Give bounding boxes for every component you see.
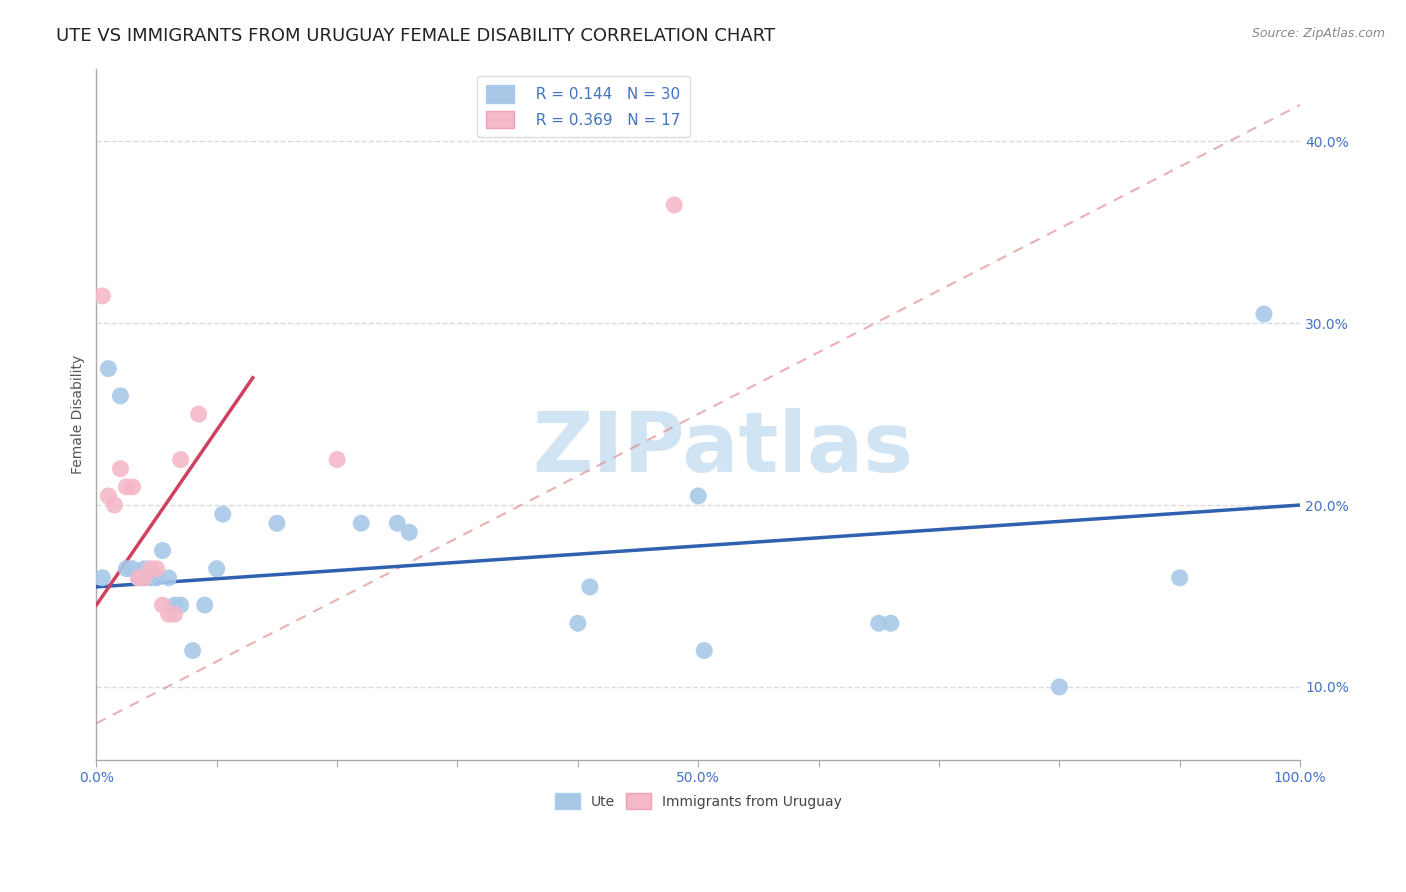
Point [579, 580, 602, 594]
Point [181, 643, 204, 657]
Point [868, 616, 890, 631]
Point [127, 571, 149, 585]
Point [194, 598, 217, 612]
Point [91, 289, 114, 303]
Legend: Ute, Immigrants from Uruguay: Ute, Immigrants from Uruguay [548, 788, 848, 815]
Point [152, 598, 174, 612]
Point [163, 607, 186, 622]
Point [139, 571, 162, 585]
Point [350, 516, 373, 531]
Point [157, 571, 180, 585]
Text: Source: ZipAtlas.com: Source: ZipAtlas.com [1251, 27, 1385, 40]
Point [326, 452, 349, 467]
Point [91, 571, 114, 585]
Point [110, 461, 132, 475]
Point [157, 607, 180, 622]
Point [880, 616, 903, 631]
Point [127, 571, 149, 585]
Point [134, 571, 156, 585]
Point [1253, 307, 1275, 321]
Point [567, 616, 589, 631]
Point [266, 516, 288, 531]
Text: UTE VS IMMIGRANTS FROM URUGUAY FEMALE DISABILITY CORRELATION CHART: UTE VS IMMIGRANTS FROM URUGUAY FEMALE DI… [56, 27, 775, 45]
Point [115, 480, 138, 494]
Point [211, 507, 233, 521]
Point [139, 562, 162, 576]
Point [121, 562, 143, 576]
Point [103, 498, 125, 512]
Point [97, 489, 120, 503]
Point [1047, 680, 1070, 694]
Point [688, 489, 710, 503]
Point [115, 562, 138, 576]
Point [169, 598, 191, 612]
Point [163, 598, 186, 612]
Point [205, 562, 228, 576]
Point [97, 361, 120, 376]
Point [134, 562, 156, 576]
Point [152, 543, 174, 558]
Point [693, 643, 716, 657]
Point [110, 389, 132, 403]
Point [398, 525, 420, 540]
Point [1168, 571, 1191, 585]
Point [145, 562, 167, 576]
Point [121, 480, 143, 494]
Point [145, 571, 167, 585]
Point [662, 198, 685, 212]
Point [169, 452, 191, 467]
Point [387, 516, 409, 531]
Y-axis label: Female Disability: Female Disability [72, 354, 86, 474]
Text: ZIPatlas: ZIPatlas [531, 409, 912, 489]
Point [187, 407, 209, 421]
